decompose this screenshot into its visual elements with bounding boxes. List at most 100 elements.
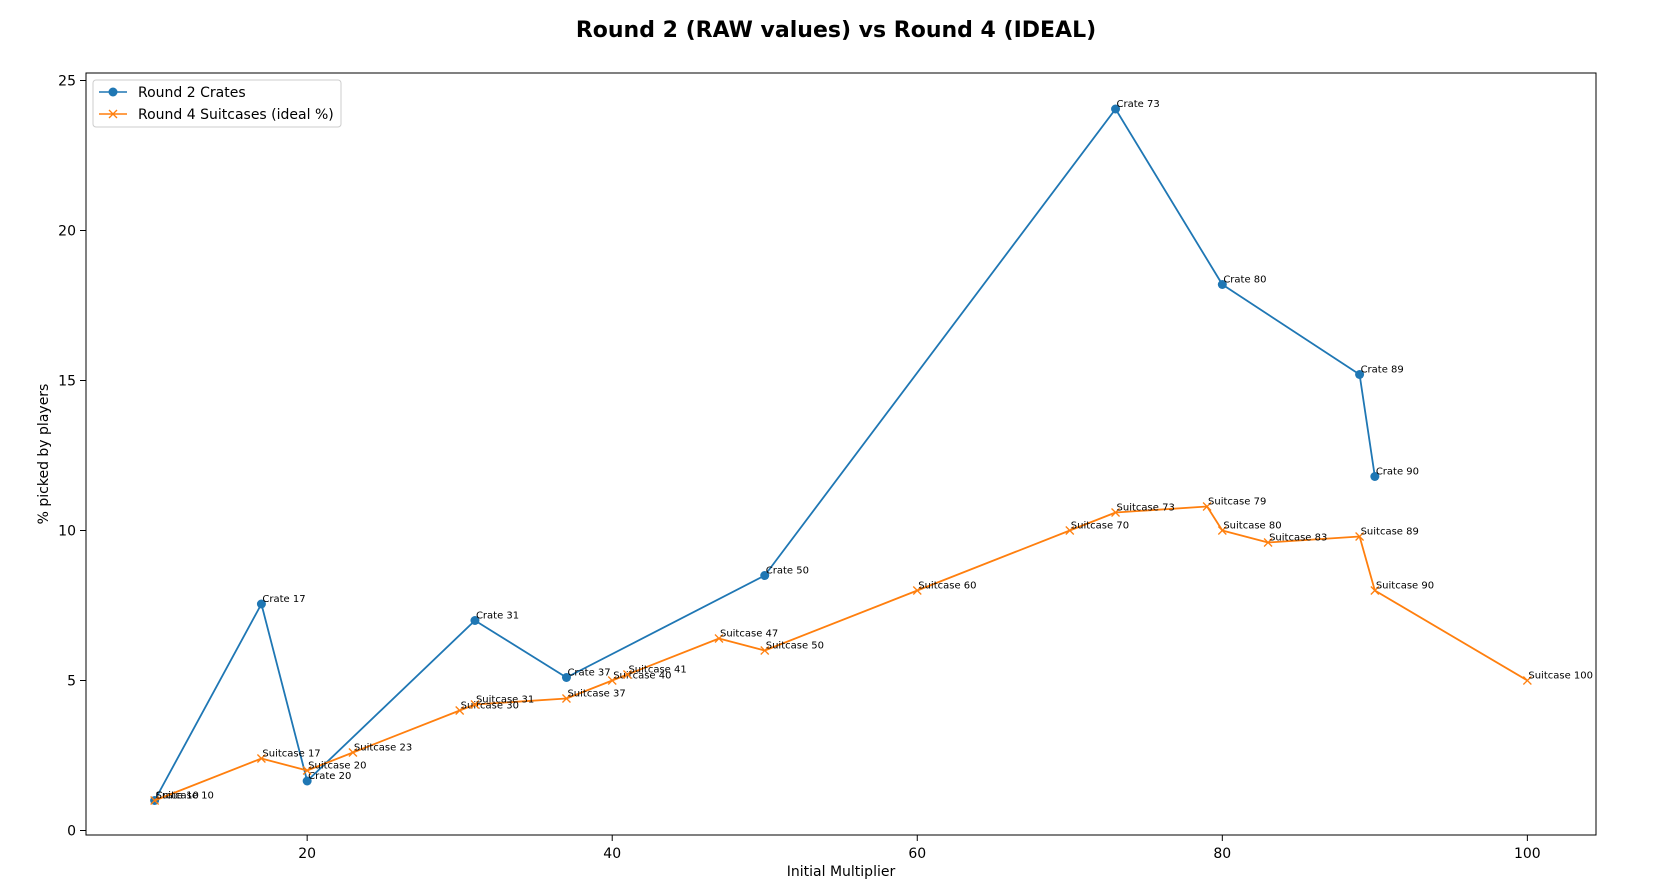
- x-marker-stroke: [150, 796, 160, 805]
- y-tick-label: 0: [67, 824, 76, 840]
- x-marker-stroke: [912, 586, 922, 595]
- point-label-round4-suitcases: Suitcase 79: [1208, 497, 1266, 508]
- data-point-round4-suitcases: [912, 586, 922, 595]
- point-label-round2-crates: Crate 37: [567, 668, 610, 679]
- data-point-round4-suitcases: [561, 694, 571, 703]
- data-point-round2-crates: [256, 599, 266, 609]
- legend-label-round4: Round 4 Suitcases (ideal %): [138, 107, 334, 123]
- x-tick-label: 100: [1514, 846, 1541, 862]
- x-marker-stroke: [1522, 676, 1532, 685]
- x-marker-stroke: [1111, 508, 1121, 517]
- data-point-round2-crates: [760, 571, 770, 580]
- x-marker-stroke: [760, 646, 770, 655]
- x-marker-stroke: [470, 700, 480, 709]
- data-point-round4-suitcases: [760, 646, 770, 655]
- point-label-round2-crates: Crate 10: [156, 791, 199, 802]
- x-tick-label: 40: [603, 846, 621, 862]
- data-point-round4-suitcases: [1065, 526, 1075, 535]
- point-label-round4-suitcases: Suitcase 50: [766, 641, 824, 652]
- legend-box: [92, 79, 342, 128]
- point-label-round2-crates: Crate 50: [766, 566, 809, 577]
- x-marker-stroke: [1202, 502, 1212, 511]
- point-label-round4-suitcases: Suitcase 100: [1528, 671, 1593, 682]
- chart-title: Round 2 (RAW values) vs Round 4 (IDEAL): [576, 18, 1096, 43]
- x-marker-stroke: [108, 109, 118, 119]
- data-point-round4-suitcases: [256, 754, 266, 763]
- point-label-round4-suitcases: Suitcase 60: [918, 581, 976, 592]
- point-label-round2-crates: Crate 73: [1117, 99, 1160, 110]
- series-line-round2-crates: [153, 108, 1376, 801]
- data-point-round4-suitcases: [607, 676, 617, 685]
- data-point-round4-suitcases: [455, 706, 465, 715]
- x-tick-label: 60: [908, 846, 926, 862]
- y-tick-label: 20: [58, 224, 76, 240]
- plot-frame: [85, 72, 1597, 836]
- x-tick-label: 80: [1213, 846, 1231, 862]
- x-marker-stroke: [714, 634, 724, 643]
- point-label-round4-suitcases: Suitcase 23: [354, 743, 412, 754]
- x-marker-stroke: [1263, 538, 1273, 547]
- point-label-round4-suitcases: Suitcase 89: [1361, 527, 1419, 538]
- data-point-round2-crates: [561, 673, 571, 682]
- data-point-round4-suitcases: [1370, 586, 1380, 595]
- point-label-round4-suitcases: Suitcase 73: [1117, 503, 1175, 514]
- data-point-round2-crates: [1111, 104, 1121, 114]
- point-label-round4-suitcases: Suitcase 70: [1071, 521, 1129, 532]
- point-label-round2-crates: Crate 17: [262, 594, 305, 605]
- point-label-round2-crates: Crate 20: [308, 771, 351, 782]
- y-tick-label: 15: [58, 374, 76, 390]
- data-point-round4-suitcases: [1355, 532, 1365, 541]
- legend: Round 2 Crates Round 4 Suitcases (ideal …: [92, 79, 342, 128]
- point-label-round4-suitcases: Suitcase 20: [308, 761, 366, 772]
- legend-marker-round4: [108, 109, 118, 119]
- data-point-round2-crates: [1370, 472, 1380, 481]
- y-tick-label: 5: [67, 674, 76, 690]
- x-marker-stroke: [455, 706, 465, 715]
- x-marker-stroke: [1370, 586, 1380, 595]
- x-marker-stroke: [1355, 532, 1365, 541]
- data-point-round2-crates: [1217, 280, 1227, 289]
- data-point-round4-suitcases: [470, 700, 480, 709]
- x-axis-label: Initial Multiplier: [787, 864, 896, 880]
- data-point-round4-suitcases: [1202, 502, 1212, 511]
- series-line-round4-suitcases: [154, 505, 1528, 802]
- x-tick-label: 20: [298, 846, 316, 862]
- data-point-round4-suitcases: [623, 670, 632, 679]
- point-label-round4-suitcases: Suitcase 90: [1376, 581, 1434, 592]
- legend-marker-round2: [108, 87, 118, 97]
- data-point-round2-crates: [302, 776, 312, 786]
- point-label-round2-crates: Crate 90: [1376, 467, 1419, 478]
- data-point-round4-suitcases: [1522, 676, 1532, 685]
- x-marker-stroke: [256, 754, 266, 763]
- point-label-round4-suitcases: Suitcase 37: [567, 689, 625, 700]
- legend-label-round2: Round 2 Crates: [138, 85, 246, 101]
- x-marker-stroke: [348, 748, 358, 757]
- y-tick-label: 10: [58, 524, 76, 540]
- y-tick-label: 25: [58, 74, 76, 90]
- point-label-round4-suitcases: Suitcase 17: [262, 749, 320, 760]
- data-point-round4-suitcases: [1111, 508, 1121, 517]
- data-point-round4-suitcases: [302, 766, 312, 775]
- x-marker-stroke: [1217, 526, 1227, 535]
- point-label-round2-crates: Crate 89: [1361, 365, 1404, 376]
- point-label-round2-crates: Crate 31: [476, 611, 519, 622]
- point-label-round4-suitcases: Suitcase 40: [613, 671, 671, 682]
- x-marker-stroke: [302, 766, 312, 775]
- point-label-round4-suitcases: Suitcase 30: [461, 701, 519, 712]
- point-label-round4-suitcases: Suitcase 41: [628, 665, 686, 676]
- plot-area: 20 40 60 80 100 0 5 10 15 20 25 Crate 10 Crate 17 Cra…: [58, 74, 1593, 863]
- point-label-round4-suitcases: Suitcase 83: [1269, 533, 1327, 544]
- x-marker-stroke: [561, 694, 571, 703]
- data-point-round2-crates: [1355, 370, 1365, 379]
- data-point-round4-suitcases: [348, 748, 358, 757]
- y-axis-label: % picked by players: [36, 384, 52, 525]
- x-marker-stroke: [623, 670, 632, 679]
- point-label-round4-suitcases: Suitcase 47: [720, 629, 778, 640]
- data-point-round4-suitcases: [150, 796, 160, 805]
- legend-x-marker: [108, 109, 118, 119]
- data-point-round4-suitcases: [1217, 526, 1227, 535]
- x-marker-stroke: [1065, 526, 1075, 535]
- point-label-round4-suitcases: Suitcase 10: [156, 791, 214, 802]
